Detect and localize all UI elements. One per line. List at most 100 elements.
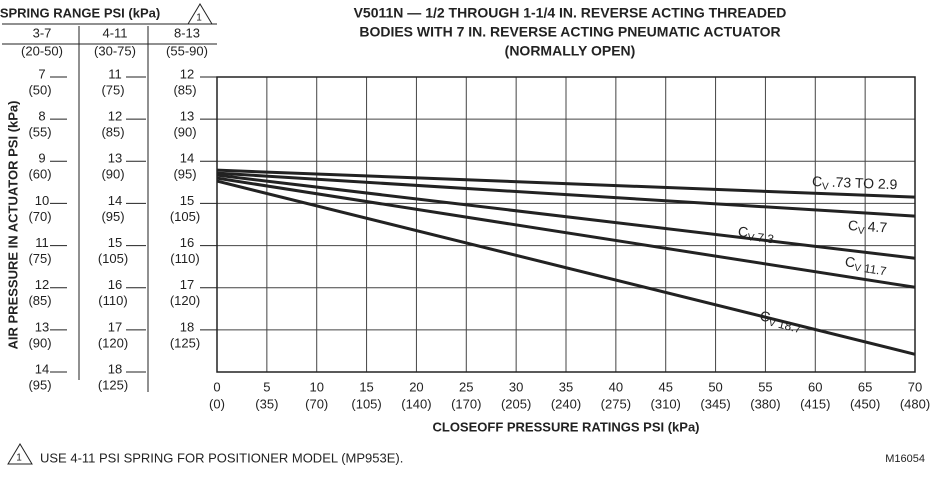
x-tick-kpa: (415) (800, 396, 830, 411)
spring-tick-kpa: (125) (98, 377, 128, 392)
spring-header: 4-11 (102, 25, 127, 40)
spring-tick-kpa: (95) (101, 209, 124, 224)
spring-tick-kpa: (120) (170, 293, 200, 308)
spring-tick-kpa: (60) (28, 167, 51, 182)
x-tick-kpa: (35) (255, 396, 278, 411)
spring-tick-kpa: (85) (173, 82, 196, 97)
spring-tick-label: 11 (108, 66, 122, 81)
series-line (216, 179, 916, 356)
note-triangle (7, 443, 33, 465)
spring-tick-label: 18 (180, 319, 194, 334)
x-tick-label: 60 (808, 379, 822, 394)
spring-tick-label: 15 (180, 193, 194, 208)
cv-symbol: C (758, 307, 772, 325)
x-tick-kpa: (70) (305, 396, 328, 411)
spring-tick-kpa: (75) (28, 251, 51, 266)
spring-tick-kpa: (50) (28, 82, 51, 97)
footnote: USE 4-11 PSI SPRING FOR POSITIONER MODEL… (40, 450, 403, 465)
spring-tick-kpa: (55) (28, 125, 51, 140)
spring-tick-kpa: (90) (173, 125, 196, 140)
x-tick-kpa: (170) (451, 396, 481, 411)
spring-tick-label: 16 (180, 235, 194, 250)
spring-tick-label: 13 (35, 319, 49, 334)
x-axis-label: CLOSEOFF PRESSURE RATINGS PSI (kPa) (432, 419, 699, 434)
spring-tick-kpa: (95) (173, 167, 196, 182)
spring-tick-label: 18 (108, 361, 122, 376)
series-name: 18.7 (777, 317, 803, 336)
x-tick-kpa: (450) (850, 396, 880, 411)
spring-header: 3-7 (33, 25, 52, 40)
spring-tick-label: 17 (180, 277, 194, 292)
spring-header: SPRING RANGE PSI (kPa) (0, 5, 160, 20)
spring-header: 8-13 (174, 25, 200, 40)
spring-tick-kpa: (125) (170, 335, 200, 350)
x-tick-kpa: (345) (700, 396, 730, 411)
x-tick-label: 5 (263, 379, 270, 394)
plot-border (216, 76, 916, 373)
cv-symbol: C (737, 223, 749, 240)
spring-tick-label: 12 (180, 66, 194, 81)
spring-tick-kpa: (90) (28, 335, 51, 350)
spring-tick-label: 13 (108, 151, 122, 166)
x-tick-kpa: (240) (551, 396, 581, 411)
series-line (216, 171, 916, 218)
spring-header-kpa: (30-75) (94, 43, 136, 58)
series-name: 7.3 (756, 231, 775, 247)
spring-tick-kpa: (90) (101, 167, 124, 182)
spring-tick-label: 14 (180, 151, 194, 166)
spring-tick-kpa: (70) (28, 209, 51, 224)
note-marker: 1 (16, 453, 22, 464)
x-tick-label: 50 (708, 379, 722, 394)
spring-tick-label: 10 (35, 193, 49, 208)
spring-tick-label: 9 (38, 151, 45, 166)
y-axis-label: AIR PRESSURE IN ACTUATOR PSI (kPa) (5, 101, 20, 350)
x-tick-kpa: (105) (351, 396, 381, 411)
x-tick-label: 25 (459, 379, 473, 394)
series-line (216, 173, 916, 260)
spring-tick-label: 14 (108, 193, 122, 208)
note-marker: 1 (196, 13, 202, 24)
series-label: CV18.7 (758, 307, 805, 336)
x-tick-label: 65 (858, 379, 872, 394)
x-tick-kpa: (0) (209, 396, 225, 411)
x-tick-label: 20 (409, 379, 423, 394)
spring-tick-label: 8 (38, 109, 45, 124)
x-tick-kpa: (140) (401, 396, 431, 411)
spring-tick-kpa: (95) (28, 377, 51, 392)
x-tick-label: 0 (213, 379, 220, 394)
title-line: V5011N — 1/2 THROUGH 1-1/4 IN. REVERSE A… (354, 5, 787, 21)
cv-symbol: C (848, 217, 859, 234)
spring-tick-label: 16 (108, 277, 122, 292)
series-name: .73 TO 2.9 (832, 173, 898, 192)
spring-tick-kpa: (85) (101, 125, 124, 140)
x-tick-kpa: (480) (900, 396, 930, 411)
title-line: (NORMALLY OPEN) (505, 43, 636, 59)
x-tick-label: 55 (758, 379, 772, 394)
spring-tick-kpa: (110) (170, 251, 199, 266)
series-label: CV 7.3 (737, 223, 776, 247)
cv-subscript: V (747, 232, 755, 244)
cv-symbol: C (844, 253, 856, 270)
spring-tick-kpa: (120) (98, 335, 128, 350)
x-tick-label: 30 (509, 379, 523, 394)
spring-tick-label: 12 (108, 109, 122, 124)
series-label: CV .73 TO 2.9 (812, 173, 898, 195)
x-tick-kpa: (205) (501, 396, 531, 411)
spring-tick-label: 7 (38, 66, 45, 81)
x-tick-kpa: (380) (750, 396, 780, 411)
x-tick-label: 10 (309, 379, 323, 394)
cv-subscript: V (822, 181, 829, 192)
spring-tick-kpa: (110) (98, 293, 127, 308)
x-tick-label: 35 (559, 379, 573, 394)
cv-subscript: V (858, 225, 866, 236)
spring-tick-kpa: (105) (98, 251, 128, 266)
spring-header-kpa: (20-50) (21, 43, 63, 58)
cv-subscript: V (768, 317, 777, 329)
spring-tick-label: 14 (35, 361, 49, 376)
spring-tick-label: 15 (108, 235, 122, 250)
series-line (216, 176, 916, 289)
spring-tick-label: 11 (35, 235, 49, 250)
cv-symbol: C (812, 173, 823, 189)
spring-tick-label: 13 (180, 109, 194, 124)
